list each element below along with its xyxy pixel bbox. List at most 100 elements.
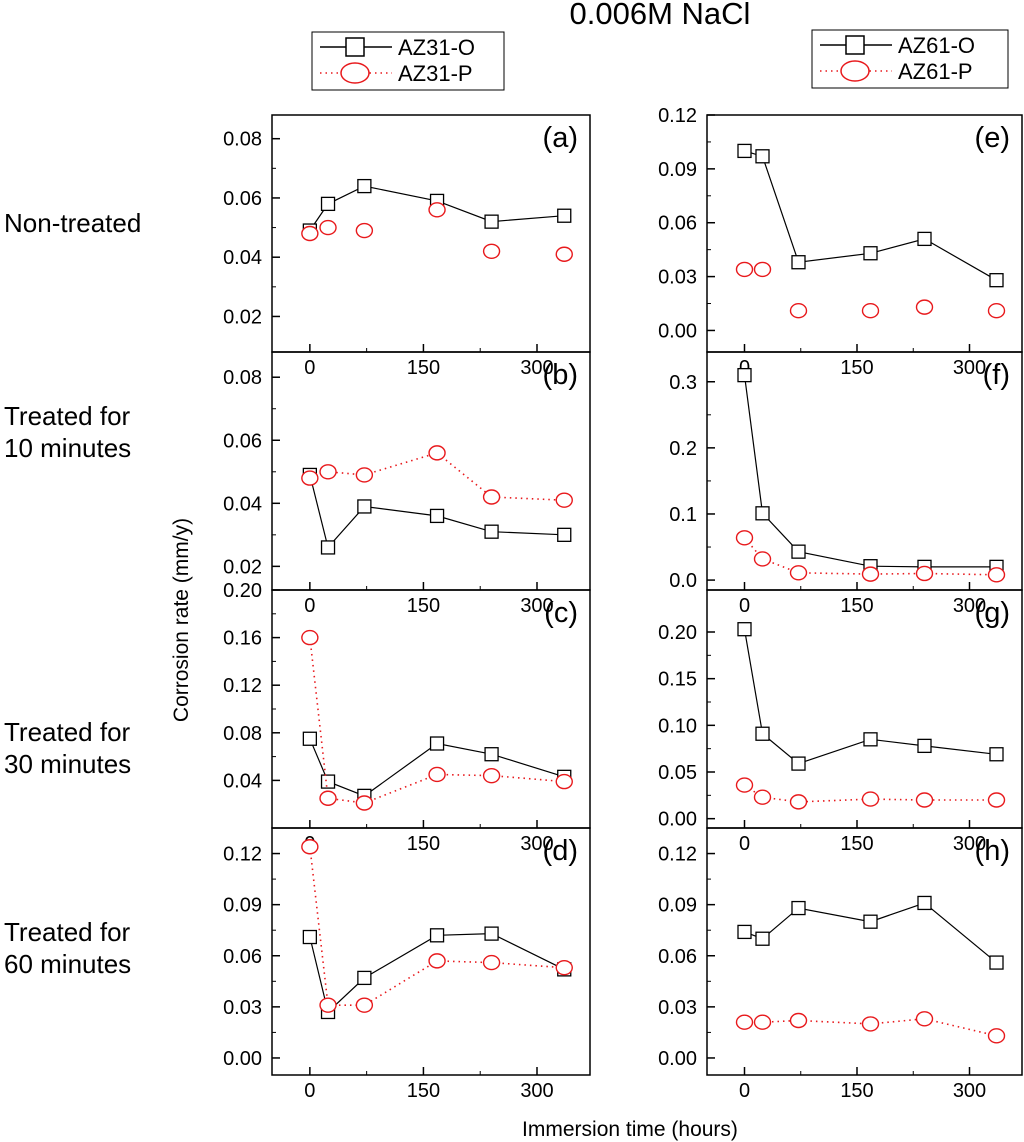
- y-tick-label: 0.06: [658, 213, 697, 235]
- data-point-az61-p: [915, 565, 934, 582]
- y-tick-label: 0.12: [223, 675, 262, 697]
- data-point-az61-o: [917, 231, 932, 247]
- data-point-az31-o: [357, 178, 372, 194]
- y-tick-label: 0.06: [658, 946, 697, 968]
- data-point-az31-o: [557, 527, 572, 542]
- data-point-az61-p: [915, 1011, 934, 1027]
- data-point-az61-o: [917, 895, 932, 911]
- data-point-az31-p: [355, 467, 374, 483]
- row-label-2-line-2: 10 minutes: [4, 433, 131, 463]
- y-tick-label: 0.3: [669, 372, 697, 394]
- legend-right-label-o: AZ61-O: [898, 33, 975, 58]
- series-line-az61-o: [743, 629, 997, 765]
- y-tick-label: 0.10: [658, 715, 697, 737]
- x-tick-label: 300: [520, 595, 553, 617]
- data-point-az61-p: [753, 261, 772, 278]
- y-tick-label: 0.08: [223, 723, 262, 745]
- y-tick-label: 0.12: [658, 844, 697, 866]
- data-point-az31-o: [320, 774, 336, 789]
- panel-label: (g): [975, 597, 1010, 629]
- data-point-az31-p: [301, 629, 319, 646]
- panel-label: (f): [983, 359, 1010, 391]
- data-point-az61-p: [789, 565, 808, 581]
- x-tick-label: 300: [953, 833, 986, 855]
- panel-label: (h): [975, 835, 1010, 867]
- y-tick-label: 0.09: [658, 159, 697, 181]
- panel-frame: [706, 351, 1023, 591]
- data-point-az61-p: [753, 551, 772, 567]
- panel-label: (c): [544, 597, 578, 629]
- y-tick-label: 0.00: [223, 1048, 262, 1070]
- y-tick-label: 0.06: [223, 430, 262, 452]
- series-line-az61-o: [743, 375, 997, 568]
- data-point-az31-p: [482, 243, 501, 259]
- x-tick-label: 300: [953, 357, 986, 379]
- x-tick-label: 300: [520, 1080, 553, 1102]
- data-point-az31-o: [484, 524, 499, 539]
- data-point-az61-p: [861, 1016, 880, 1032]
- panel-a: 0.02 0.04 0.06 0.08 0 150 300 (a): [223, 114, 591, 379]
- data-point-az61-o: [737, 143, 752, 159]
- y-tick-label: 0.02: [223, 306, 262, 328]
- x-tick-label: 150: [407, 357, 440, 379]
- data-point-az31-p: [301, 839, 319, 855]
- data-point-az31-p: [555, 492, 573, 508]
- data-point-az61-p: [987, 303, 1006, 319]
- x-tick-label: 300: [953, 595, 986, 617]
- data-point-az31-p: [319, 464, 337, 480]
- legend-right-marker-o: [845, 35, 865, 55]
- data-point-az31-o: [484, 747, 499, 762]
- data-point-az61-p: [735, 530, 754, 546]
- x-tick-label: 300: [953, 1080, 986, 1102]
- y-tick-label: 0.16: [223, 628, 262, 650]
- legend-right-box: [811, 29, 1009, 89]
- y-tick-label: 0.05: [658, 762, 697, 784]
- data-point-az31-p: [319, 790, 337, 806]
- data-point-az31-p: [482, 767, 501, 784]
- data-point-az31-o: [429, 508, 445, 524]
- panel-label: (e): [975, 122, 1010, 154]
- panel-b: 0.020.040.060.080 150 300(b): [223, 351, 591, 617]
- panels: 0.020.040.060.080 150 300(a)0.020.040.060.…: [223, 105, 1023, 1102]
- y-tick-label: 0.08: [223, 129, 262, 151]
- data-point-az61-o: [755, 149, 770, 164]
- data-point-az61-o: [737, 622, 752, 637]
- data-point-az61-p: [861, 791, 880, 807]
- panel-frame: [706, 827, 1023, 1076]
- y-tick-label: 0.03: [658, 267, 697, 289]
- y-tick-label: 0.0: [669, 570, 697, 592]
- data-point-az31-p: [555, 246, 573, 262]
- y-tick-label: 0.06: [223, 946, 262, 968]
- x-tick-label: 150: [407, 1080, 440, 1102]
- data-point-az31-p: [428, 953, 446, 969]
- x-tick-label: 300: [520, 357, 553, 379]
- panel-label: (b): [543, 359, 578, 391]
- legend-left-label-p: AZ31-P: [398, 61, 473, 86]
- data-point-az31-o: [302, 731, 318, 746]
- data-point-az61-o: [863, 732, 878, 747]
- series-line-az61-p: [744, 1017, 997, 1037]
- data-point-az61-o: [791, 756, 806, 771]
- series-line-az61-o: [744, 150, 997, 281]
- data-point-az31-p: [319, 219, 337, 236]
- series-line-az31-p: [309, 637, 565, 804]
- y-tick-label: 0.00: [658, 809, 697, 831]
- y-tick-label: 0.02: [223, 556, 262, 578]
- data-point-az61-p: [735, 777, 754, 793]
- legend-left-marker-p: [340, 62, 370, 84]
- x-tick-label: 150: [840, 357, 873, 379]
- series-line-az31-o: [309, 474, 565, 549]
- row-label-1-line-1: Non-treated: [4, 208, 141, 238]
- x-tick-label: 0: [739, 833, 750, 855]
- y-tick-label: 0.15: [658, 669, 697, 691]
- y-tick-label: 0.00: [658, 320, 697, 342]
- data-point-az61-o: [989, 955, 1004, 970]
- legend-right-marker-p: [840, 60, 870, 82]
- x-tick-label: 150: [840, 595, 873, 617]
- legend-left-marker-o: [345, 37, 365, 57]
- data-point-az61-o: [755, 726, 770, 741]
- panel-d: 0.000.030.060.090.120 150 300(d): [223, 827, 591, 1102]
- legend-right: AZ61-O AZ61-P: [811, 29, 1009, 89]
